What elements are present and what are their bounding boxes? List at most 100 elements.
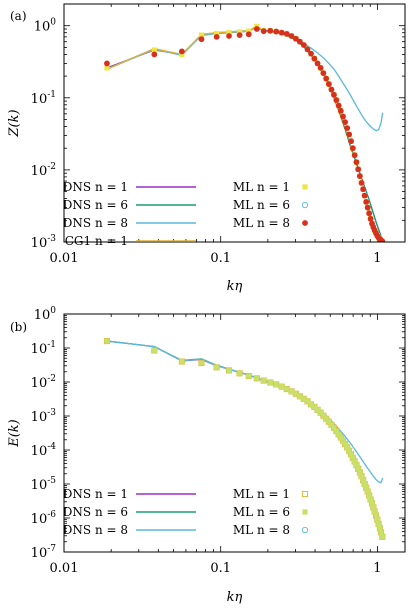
data-point <box>336 431 342 437</box>
legend-label: DNS n = 1 <box>63 180 128 194</box>
data-point <box>372 508 378 515</box>
data-point <box>346 131 353 138</box>
panel-label: (b) <box>10 320 27 334</box>
y-tick-label: 10-7 <box>31 544 57 561</box>
data-point <box>284 386 290 392</box>
legend-marker-swatch <box>301 490 309 498</box>
data-point <box>253 26 260 32</box>
y-tick-base: 10 <box>31 236 48 251</box>
y-tick-label: 10-5 <box>31 476 57 493</box>
y-tick-exponent: 0 <box>50 18 56 28</box>
data-point <box>214 30 220 37</box>
y-tick-base: 10 <box>31 410 48 425</box>
data-point <box>358 180 365 186</box>
y-tick-base: 10 <box>31 546 48 561</box>
y-tick-exponent: -6 <box>47 510 56 520</box>
y-tick-label: 10-4 <box>31 442 57 459</box>
data-point <box>308 401 314 407</box>
data-point <box>378 529 384 535</box>
data-point <box>267 27 274 34</box>
data-point <box>300 42 307 48</box>
data-point <box>304 398 311 404</box>
y-tick-base: 10 <box>31 376 48 391</box>
y-tick-base: 10 <box>31 512 48 527</box>
x-tick-label: 1 <box>373 251 381 266</box>
data-point <box>293 35 299 42</box>
y-axis-label: E(k) <box>7 419 22 448</box>
data-point <box>333 97 340 103</box>
data-point <box>283 30 290 37</box>
y-tick-label: 100 <box>34 306 57 323</box>
data-point <box>198 32 205 38</box>
data-point <box>344 125 351 131</box>
data-point <box>226 367 232 373</box>
data-point <box>357 469 363 475</box>
data-point <box>368 496 374 503</box>
data-point <box>254 375 260 381</box>
data-point <box>366 492 372 499</box>
legend: DNS n = 1 DNS n = 6 DNS n = 8 ML n = 1 ML n … <box>63 487 309 537</box>
legend-label: ML n = 6 <box>233 505 290 519</box>
data-point <box>348 138 354 145</box>
data-point <box>317 410 324 416</box>
x-tick-label: 0.01 <box>50 561 79 576</box>
data-point <box>273 28 280 35</box>
data-point <box>335 102 342 109</box>
data-point <box>297 393 303 399</box>
legend-label: DNS n = 6 <box>63 198 128 212</box>
series-markers-ml-n--8 <box>104 26 386 242</box>
y-tick-exponent: -3 <box>47 408 56 418</box>
panel-b: 0.01 0.1 110-710-610-510-410-310-210-1100k… <box>7 306 406 605</box>
y-tick-exponent: -4 <box>47 442 56 452</box>
legend-label: ML n = 6 <box>233 198 290 212</box>
legend-marker-swatch <box>302 220 308 226</box>
data-point <box>331 425 337 431</box>
y-tick-base: 10 <box>31 478 48 493</box>
data-point <box>151 51 158 58</box>
data-point <box>340 438 346 444</box>
data-point <box>246 28 252 34</box>
data-point <box>360 186 367 193</box>
data-point <box>358 473 365 479</box>
y-tick-exponent: -1 <box>47 340 56 350</box>
data-point <box>288 388 295 394</box>
series-markers-ml-n--6 <box>104 338 385 540</box>
data-point <box>260 28 267 35</box>
data-point <box>361 192 368 199</box>
data-point <box>273 381 279 387</box>
data-point <box>198 36 205 43</box>
data-point <box>328 422 335 428</box>
data-point <box>326 419 332 425</box>
y-tick-label: 10-3 <box>31 234 57 251</box>
data-point <box>333 428 339 434</box>
data-point <box>350 455 356 461</box>
data-point <box>355 466 361 472</box>
y-tick-label: 10-2 <box>31 374 56 391</box>
data-point <box>214 364 220 370</box>
data-point <box>226 30 232 36</box>
plot-area <box>103 338 386 540</box>
data-point <box>363 198 370 205</box>
y-tick-label: 10-6 <box>31 510 57 527</box>
y-tick-exponent: -5 <box>47 476 56 486</box>
legend-marker-swatch <box>302 184 308 190</box>
data-point <box>363 485 369 491</box>
legend-label: DNS n = 8 <box>63 523 128 537</box>
y-tick-label: 10-1 <box>31 340 56 357</box>
data-point <box>353 159 360 166</box>
data-point <box>344 444 350 450</box>
y-tick-base: 10 <box>31 444 48 459</box>
y-tick-label: 10-2 <box>31 162 56 179</box>
y-tick-exponent: -3 <box>47 234 56 244</box>
data-point <box>104 60 110 67</box>
y-tick-label: 10-3 <box>31 408 57 425</box>
data-point <box>331 91 337 98</box>
data-point <box>317 64 324 71</box>
data-point <box>346 448 352 454</box>
data-point <box>179 358 185 365</box>
data-point <box>376 521 382 527</box>
data-point <box>278 29 285 36</box>
legend-label: CG1 n = 1 <box>65 234 128 248</box>
